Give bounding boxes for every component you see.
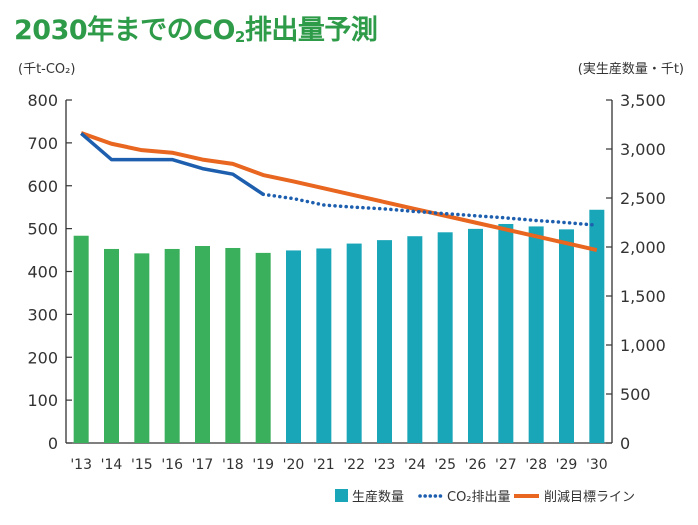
production-bar [589, 209, 605, 443]
left-tick-label: 100 [27, 391, 58, 410]
left-tick-label: 0 [48, 434, 58, 453]
left-tick-label: 700 [27, 134, 58, 153]
right-tick-label: 3,500 [620, 91, 666, 110]
x-tick-label: '19 [252, 457, 274, 473]
x-tick-label: '21 [313, 457, 335, 473]
production-bar [407, 236, 423, 443]
left-tick-label: 200 [27, 348, 58, 367]
left-tick-label: 600 [27, 177, 58, 196]
x-tick-label: '17 [192, 457, 214, 473]
co2-line-forecast [261, 192, 599, 227]
x-tick-label: '27 [495, 457, 517, 473]
production-bar [255, 252, 271, 443]
x-tick-label: '15 [131, 457, 153, 473]
x-tick-label: '26 [465, 457, 487, 473]
production-bar [559, 229, 574, 443]
production-bar [346, 243, 362, 443]
co2-line-actual [80, 132, 265, 196]
right-tick-label: 1,500 [620, 287, 666, 306]
left-tick-label: 800 [27, 91, 58, 110]
legend-label-target: 削減目標ライン [544, 489, 635, 505]
production-bar [73, 235, 89, 443]
production-bar [468, 228, 483, 443]
x-tick-label: '20 [283, 457, 305, 473]
production-bar [377, 240, 392, 443]
legend-label-co2: CO₂排出量 [447, 490, 511, 505]
x-tick-label: '25 [434, 457, 456, 473]
left-axis-unit: (千t-CO₂) [18, 62, 76, 77]
production-bar [164, 248, 180, 443]
right-tick-label: 3,000 [620, 140, 666, 159]
legend-label-production: 生産数量 [352, 489, 404, 505]
page-title: 2030年までのCO2排出量予測 [14, 15, 378, 46]
production-bar [316, 248, 332, 443]
left-tick-label: 300 [27, 305, 58, 324]
right-tick-label: 500 [620, 385, 651, 404]
production-bar [225, 247, 241, 443]
right-tick-label: 0 [620, 434, 630, 453]
x-tick-label: '14 [101, 457, 123, 473]
production-bar [134, 253, 150, 443]
production-bar [498, 223, 514, 443]
x-tick-label: '29 [556, 457, 578, 473]
production-bar [104, 248, 119, 443]
target-line [80, 131, 598, 253]
production-bar [437, 232, 453, 443]
right-tick-label: 1,000 [620, 336, 666, 355]
production-bar [528, 226, 544, 443]
x-tick-label: '22 [343, 457, 365, 473]
x-tick-label: '30 [586, 457, 608, 473]
x-tick-label: '24 [404, 457, 426, 473]
x-tick-label: '16 [161, 457, 183, 473]
x-tick-label: '28 [525, 457, 547, 473]
left-tick-label: 500 [27, 220, 58, 239]
right-axis-unit: (実生産数量・千t) [577, 62, 684, 77]
x-tick-label: '13 [70, 457, 92, 473]
left-tick-label: 400 [27, 263, 58, 282]
x-tick-label: '18 [222, 457, 244, 473]
legend-swatch-production [335, 489, 348, 502]
right-tick-label: 2,500 [620, 189, 666, 208]
right-tick-label: 2,000 [620, 238, 666, 257]
production-bar [286, 250, 301, 443]
production-bar [195, 246, 210, 443]
x-tick-label: '23 [374, 457, 396, 473]
